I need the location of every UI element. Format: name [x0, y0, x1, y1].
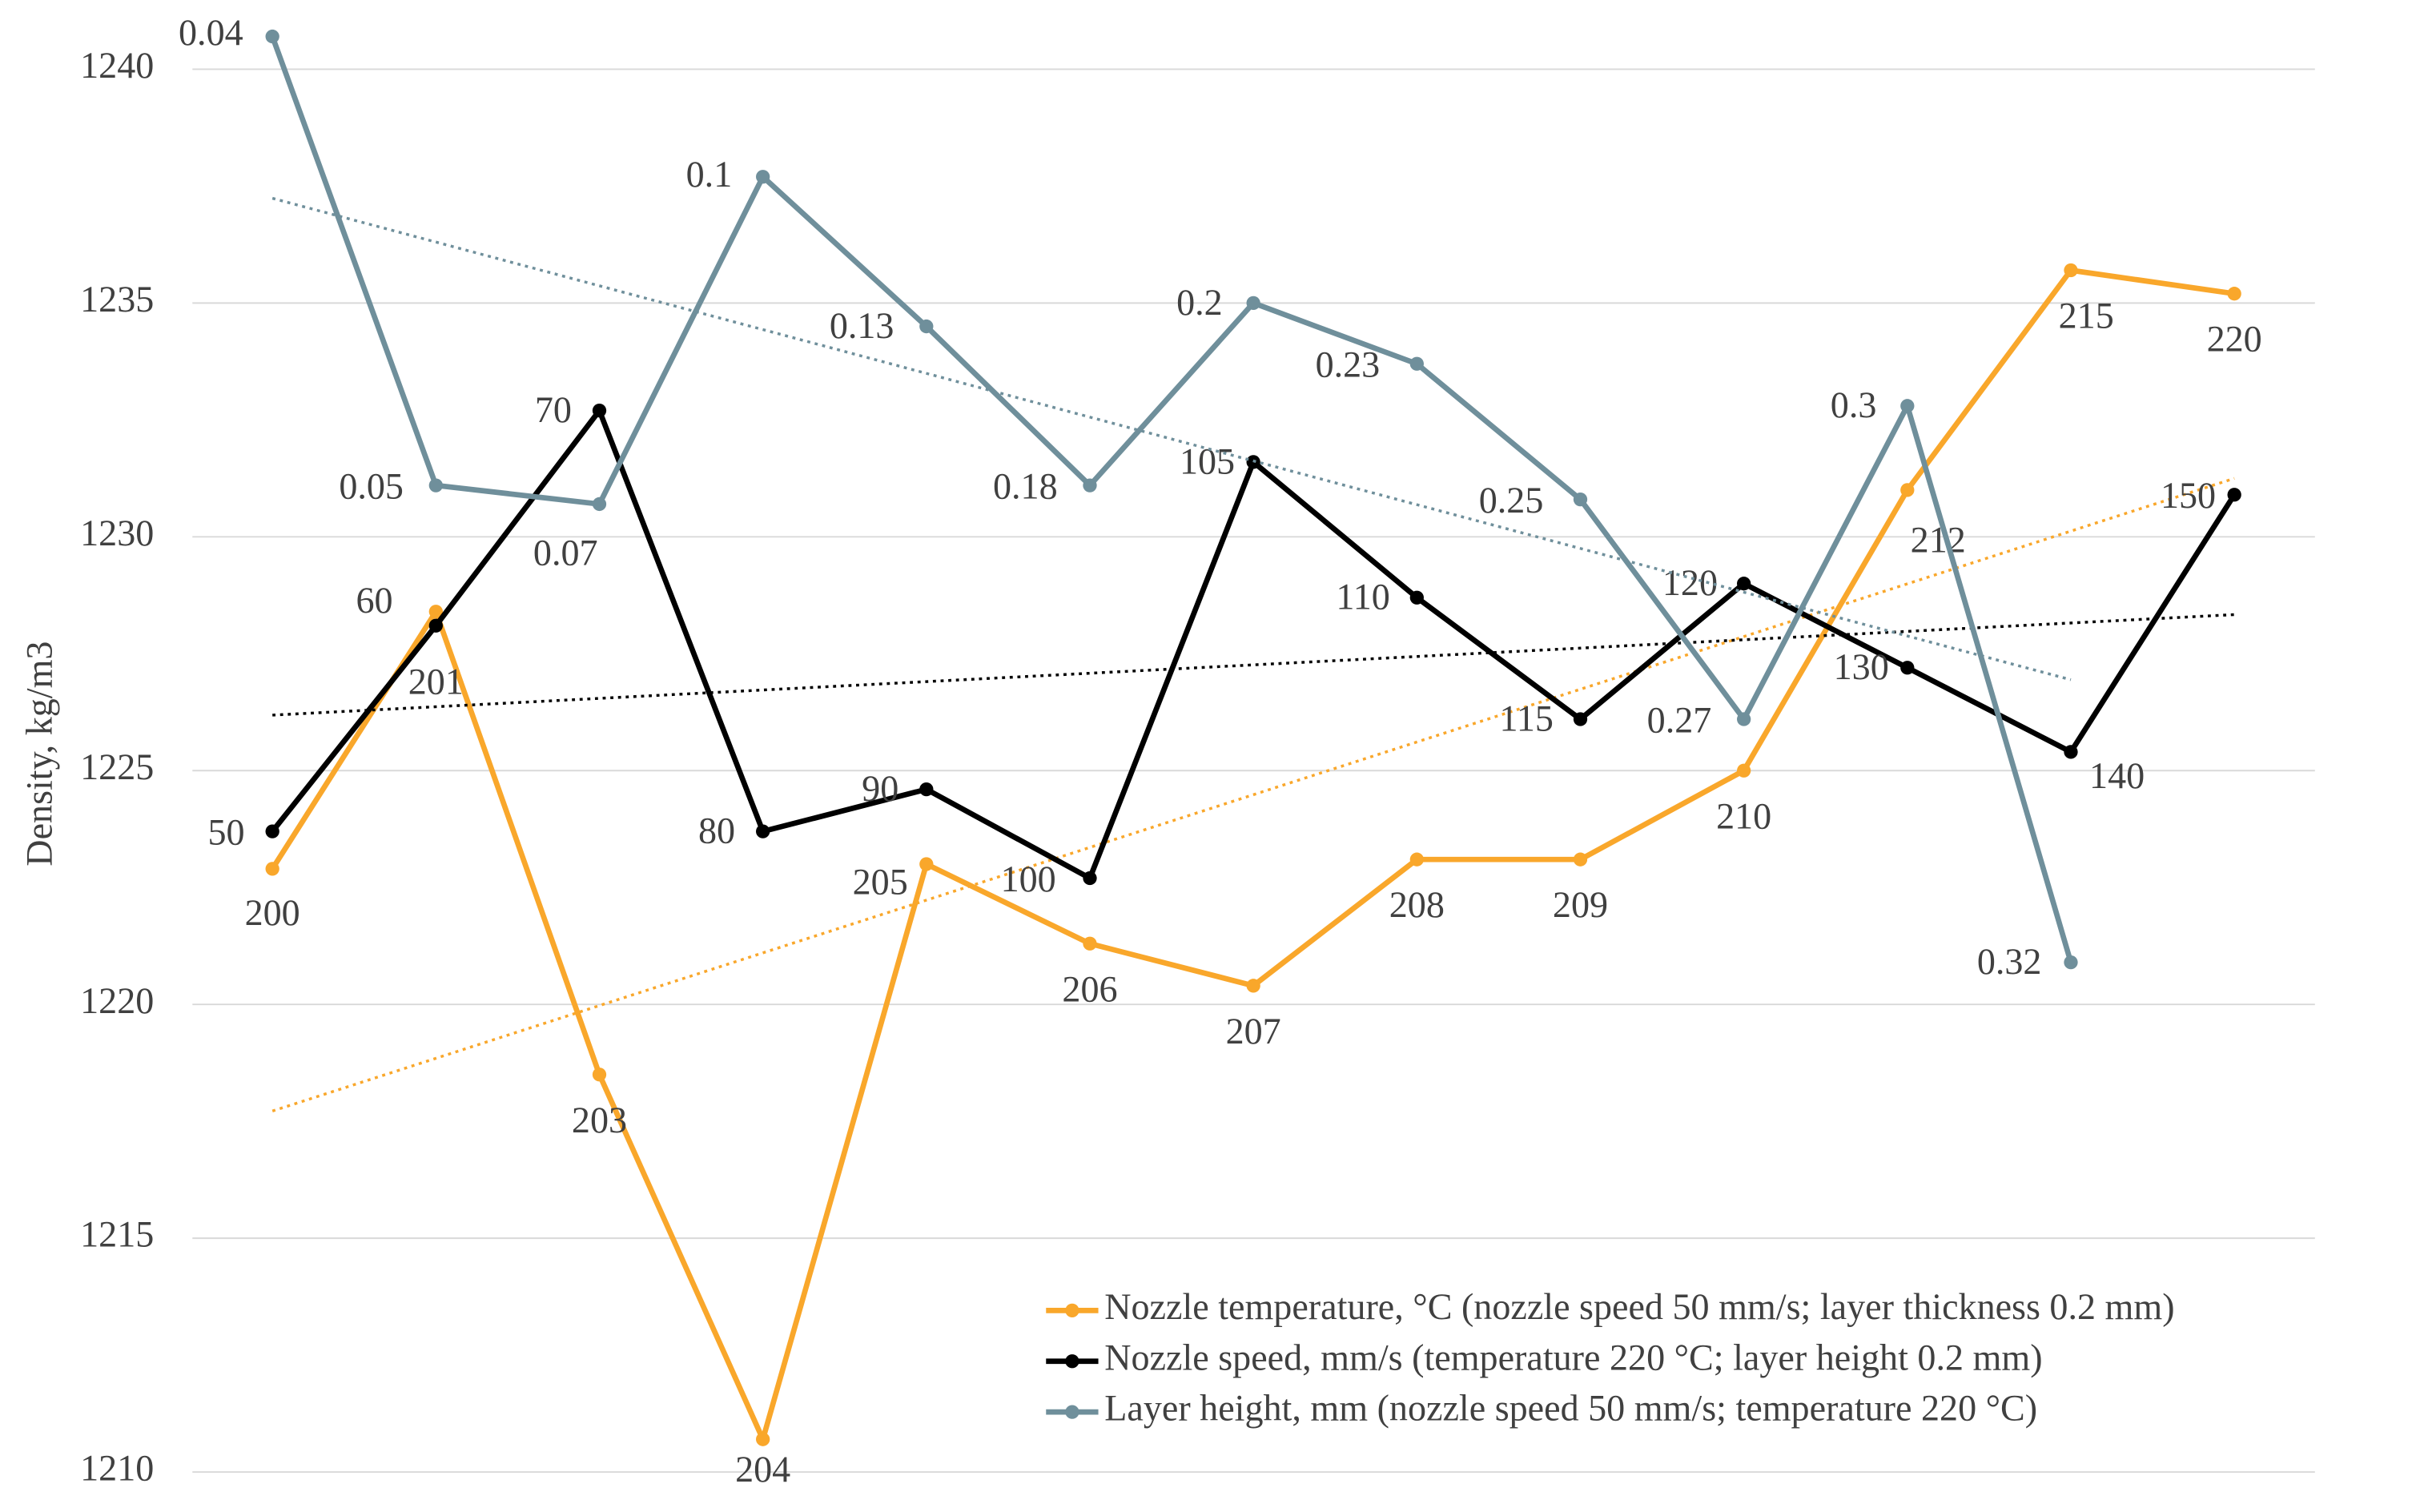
y-tick-label: 1210: [80, 1448, 154, 1489]
series-line: [270, 267, 2235, 1442]
data-point: [1900, 399, 1915, 413]
legend-label: Layer height, mm (nozzle speed 50 mm/s; …: [1104, 1388, 2037, 1429]
data-point: [756, 824, 770, 838]
data-point: [2227, 488, 2241, 502]
point-label: 105: [1180, 440, 1235, 481]
data-point: [1083, 478, 1097, 493]
trendline: [272, 613, 2235, 717]
trendline: [271, 477, 2235, 1112]
point-label: 0.07: [533, 532, 598, 573]
data-point: [1737, 577, 1751, 591]
data-point: [1737, 712, 1751, 726]
legend-swatch-marker: [1065, 1354, 1079, 1369]
point-label: 50: [208, 811, 245, 852]
data-point: [2064, 745, 2078, 759]
data-point: [428, 605, 443, 619]
legend-swatch-marker: [1065, 1303, 1079, 1318]
point-label: 208: [1389, 884, 1445, 925]
data-point: [1409, 852, 1424, 867]
point-label: 90: [862, 768, 898, 809]
point-label: 215: [2059, 296, 2114, 336]
point-label: 206: [1062, 968, 1117, 1009]
data-point: [592, 1068, 607, 1082]
point-label: 0.13: [830, 305, 894, 346]
point-label: 0.2: [1176, 282, 1223, 323]
point-label: 100: [1001, 859, 1056, 899]
point-label: 0.04: [179, 12, 243, 53]
data-point: [2227, 287, 2241, 301]
point-label: 115: [1500, 698, 1554, 738]
legend-swatch-marker: [1065, 1405, 1079, 1419]
data-point: [1083, 936, 1097, 951]
point-label: 210: [1716, 795, 1771, 836]
y-tick-label: 1235: [80, 279, 154, 320]
point-label: 200: [245, 892, 300, 933]
legend-label: Nozzle speed, mm/s (temperature 220 °C; …: [1104, 1337, 2042, 1377]
data-point: [1409, 356, 1424, 371]
y-tick-label: 1240: [80, 45, 154, 86]
point-label: 120: [1662, 562, 1718, 603]
data-point: [1246, 296, 1260, 311]
legend-label: Nozzle temperature, °C (nozzle speed 50 …: [1104, 1286, 2174, 1327]
data-point: [919, 857, 934, 871]
trendline: [271, 196, 2072, 682]
point-label: 0.32: [1977, 941, 2042, 982]
point-label: 110: [1336, 577, 1389, 617]
series-line: [270, 35, 2074, 963]
data-point: [2064, 955, 2078, 970]
point-label: 201: [408, 661, 464, 702]
point-label: 0.3: [1831, 384, 1877, 425]
data-point: [592, 497, 607, 512]
data-point: [1246, 979, 1260, 993]
point-label: 205: [853, 861, 908, 902]
data-point: [756, 170, 770, 184]
data-point: [592, 404, 607, 418]
data-point: [919, 782, 934, 797]
data-point: [1573, 492, 1588, 507]
point-label: 209: [1553, 884, 1608, 925]
data-point: [428, 618, 443, 633]
series-line: [270, 408, 2237, 881]
point-label: 0.05: [339, 465, 404, 506]
point-label: 150: [2161, 475, 2216, 516]
point-label: 60: [356, 580, 392, 621]
data-point: [265, 824, 279, 838]
point-label: 130: [1834, 646, 1889, 687]
point-label: 207: [1226, 1011, 1281, 1052]
data-point: [1573, 852, 1588, 867]
data-point: [1573, 712, 1588, 726]
data-point: [1900, 661, 1915, 675]
y-axis-title: Density, kg/m3: [19, 641, 60, 867]
point-label: 212: [1911, 520, 1966, 561]
data-point: [265, 862, 279, 876]
y-tick-label: 1220: [80, 980, 154, 1021]
data-point: [265, 29, 279, 44]
data-point: [2064, 263, 2078, 278]
point-label: 0.23: [1316, 344, 1381, 385]
point-label: 203: [572, 1100, 627, 1140]
data-point: [919, 319, 934, 334]
data-point: [1900, 483, 1915, 497]
point-label: 140: [2089, 755, 2145, 796]
point-label: 220: [2207, 319, 2262, 360]
y-tick-label: 1230: [80, 513, 154, 553]
y-tick-label: 1215: [80, 1214, 154, 1255]
data-point: [1737, 763, 1751, 778]
point-label: 204: [735, 1449, 790, 1490]
data-point: [428, 478, 443, 493]
y-tick-label: 1225: [80, 746, 154, 787]
point-label: 0.18: [993, 465, 1058, 506]
point-label: 0.27: [1647, 699, 1712, 740]
data-point: [756, 1432, 770, 1446]
point-label: 0.1: [686, 154, 733, 195]
data-point: [1409, 590, 1424, 605]
data-point: [1083, 871, 1097, 886]
point-label: 70: [535, 389, 572, 430]
point-label: 0.25: [1479, 480, 1544, 521]
point-label: 80: [698, 810, 735, 851]
